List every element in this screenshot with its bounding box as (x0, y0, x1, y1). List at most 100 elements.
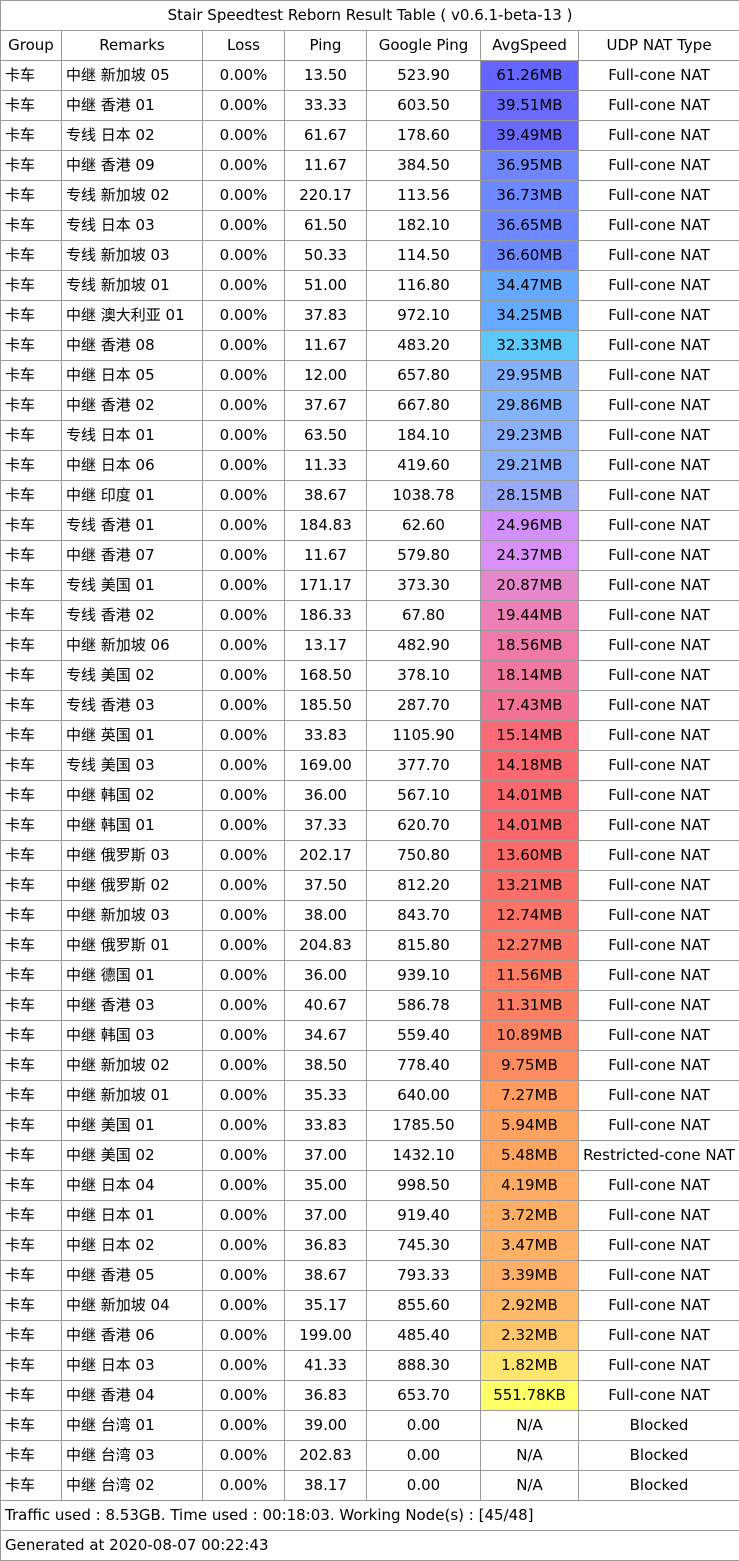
cell-remarks: 中继 香港 05 (62, 1261, 203, 1291)
cell-group: 卡车 (1, 1291, 62, 1321)
cell-remarks: 中继 韩国 02 (62, 781, 203, 811)
cell-google-ping: 745.30 (367, 1231, 481, 1261)
cell-avg-speed: 11.56MB (481, 961, 579, 991)
cell-group: 卡车 (1, 541, 62, 571)
cell-avg-speed: 32.33MB (481, 331, 579, 361)
cell-avg-speed: 2.32MB (481, 1321, 579, 1351)
cell-remarks: 中继 新加坡 04 (62, 1291, 203, 1321)
cell-group: 卡车 (1, 331, 62, 361)
cell-udp-nat-type: Full-cone NAT (579, 931, 739, 961)
cell-ping: 33.83 (285, 721, 367, 751)
header-row: Group Remarks Loss Ping Google Ping AvgS… (1, 31, 739, 61)
cell-remarks: 专线 香港 03 (62, 691, 203, 721)
cell-loss: 0.00% (203, 61, 285, 91)
cell-udp-nat-type: Full-cone NAT (579, 1381, 739, 1411)
cell-google-ping: 778.40 (367, 1051, 481, 1081)
cell-udp-nat-type: Full-cone NAT (579, 61, 739, 91)
cell-group: 卡车 (1, 151, 62, 181)
cell-avg-speed: 12.27MB (481, 931, 579, 961)
cell-loss: 0.00% (203, 571, 285, 601)
cell-ping: 186.33 (285, 601, 367, 631)
cell-loss: 0.00% (203, 91, 285, 121)
cell-loss: 0.00% (203, 1291, 285, 1321)
cell-loss: 0.00% (203, 841, 285, 871)
cell-group: 卡车 (1, 751, 62, 781)
cell-avg-speed: 5.94MB (481, 1111, 579, 1141)
column-header-group: Group (1, 31, 62, 61)
cell-google-ping: 640.00 (367, 1081, 481, 1111)
cell-google-ping: 667.80 (367, 391, 481, 421)
cell-ping: 169.00 (285, 751, 367, 781)
cell-google-ping: 378.10 (367, 661, 481, 691)
cell-avg-speed: 36.65MB (481, 211, 579, 241)
cell-remarks: 中继 俄罗斯 02 (62, 871, 203, 901)
cell-udp-nat-type: Full-cone NAT (579, 901, 739, 931)
cell-avg-speed: 4.19MB (481, 1171, 579, 1201)
cell-group: 卡车 (1, 811, 62, 841)
cell-group: 卡车 (1, 781, 62, 811)
cell-group: 卡车 (1, 451, 62, 481)
cell-loss: 0.00% (203, 1021, 285, 1051)
cell-ping: 50.33 (285, 241, 367, 271)
cell-google-ping: 919.40 (367, 1201, 481, 1231)
cell-remarks: 中继 俄罗斯 03 (62, 841, 203, 871)
generated-timestamp: Generated at 2020-08-07 00:22:43 (1, 1531, 739, 1561)
cell-google-ping: 116.80 (367, 271, 481, 301)
cell-avg-speed: 36.73MB (481, 181, 579, 211)
cell-group: 卡车 (1, 481, 62, 511)
cell-udp-nat-type: Full-cone NAT (579, 1261, 739, 1291)
cell-google-ping: 579.80 (367, 541, 481, 571)
cell-remarks: 中继 日本 05 (62, 361, 203, 391)
cell-avg-speed: 29.86MB (481, 391, 579, 421)
cell-google-ping: 184.10 (367, 421, 481, 451)
cell-ping: 13.17 (285, 631, 367, 661)
cell-ping: 202.83 (285, 1441, 367, 1471)
cell-udp-nat-type: Full-cone NAT (579, 391, 739, 421)
cell-group: 卡车 (1, 721, 62, 751)
cell-loss: 0.00% (203, 241, 285, 271)
cell-group: 卡车 (1, 1021, 62, 1051)
cell-google-ping: 603.50 (367, 91, 481, 121)
cell-loss: 0.00% (203, 871, 285, 901)
cell-udp-nat-type: Restricted-cone NAT (579, 1141, 739, 1171)
cell-loss: 0.00% (203, 901, 285, 931)
cell-google-ping: 567.10 (367, 781, 481, 811)
cell-remarks: 中继 香港 04 (62, 1381, 203, 1411)
cell-avg-speed: 5.48MB (481, 1141, 579, 1171)
cell-google-ping: 114.50 (367, 241, 481, 271)
cell-ping: 11.67 (285, 331, 367, 361)
cell-udp-nat-type: Full-cone NAT (579, 181, 739, 211)
cell-google-ping: 523.90 (367, 61, 481, 91)
cell-udp-nat-type: Full-cone NAT (579, 751, 739, 781)
cell-udp-nat-type: Full-cone NAT (579, 631, 739, 661)
cell-group: 卡车 (1, 1081, 62, 1111)
cell-group: 卡车 (1, 631, 62, 661)
cell-google-ping: 793.33 (367, 1261, 481, 1291)
cell-ping: 202.17 (285, 841, 367, 871)
cell-avg-speed: N/A (481, 1441, 579, 1471)
cell-group: 卡车 (1, 391, 62, 421)
cell-remarks: 中继 台湾 02 (62, 1471, 203, 1501)
cell-loss: 0.00% (203, 451, 285, 481)
cell-ping: 36.83 (285, 1231, 367, 1261)
cell-google-ping: 0.00 (367, 1411, 481, 1441)
cell-loss: 0.00% (203, 1111, 285, 1141)
cell-udp-nat-type: Full-cone NAT (579, 1171, 739, 1201)
cell-google-ping: 657.80 (367, 361, 481, 391)
cell-ping: 37.67 (285, 391, 367, 421)
cell-ping: 41.33 (285, 1351, 367, 1381)
cell-google-ping: 287.70 (367, 691, 481, 721)
cell-udp-nat-type: Full-cone NAT (579, 811, 739, 841)
cell-ping: 37.33 (285, 811, 367, 841)
cell-ping: 34.67 (285, 1021, 367, 1051)
